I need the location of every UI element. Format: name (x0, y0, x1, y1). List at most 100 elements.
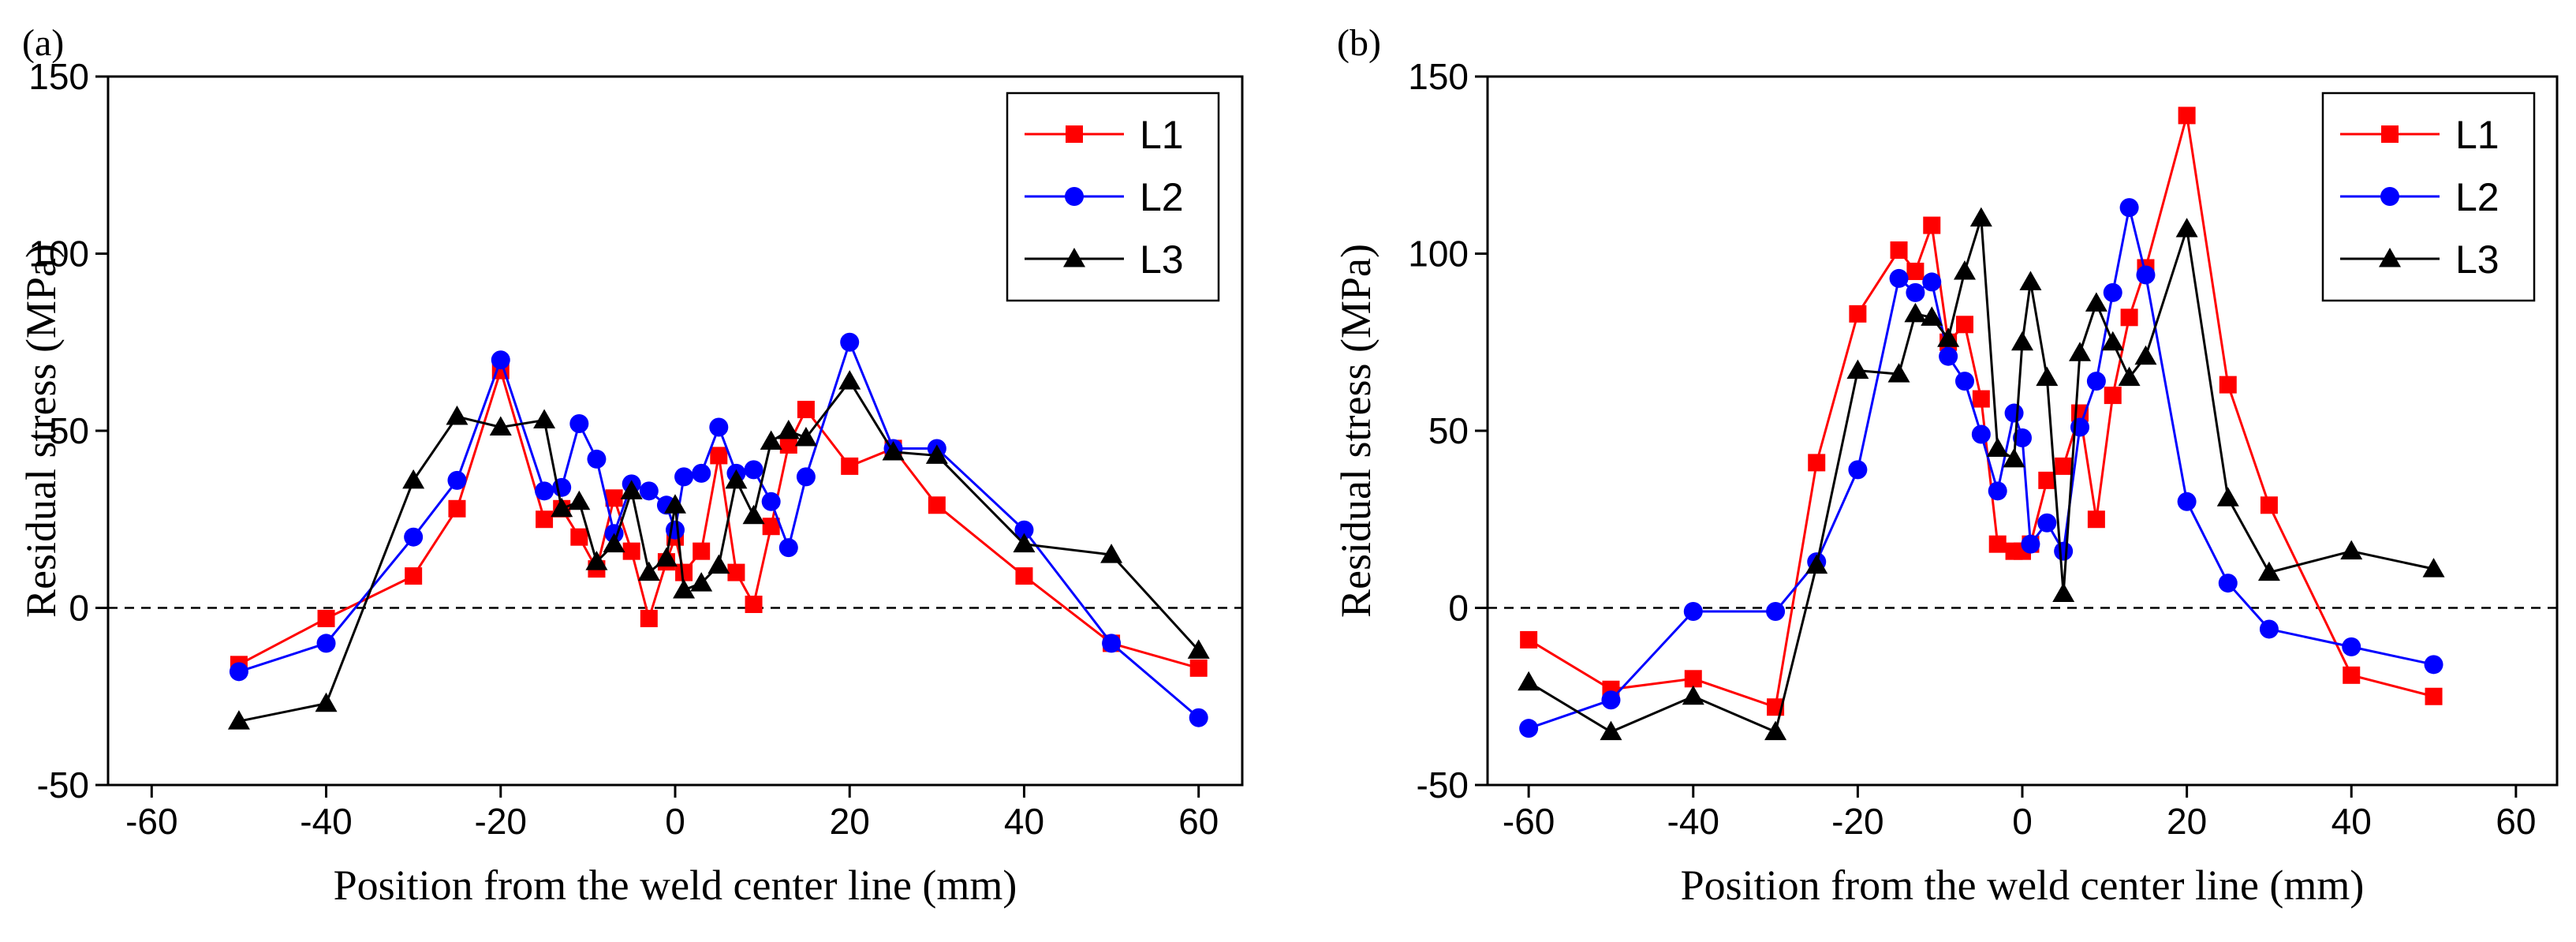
data-point-L1 (693, 542, 711, 560)
data-point-L1 (2343, 666, 2361, 684)
data-point-L1 (1890, 241, 1908, 260)
data-point-L3 (1187, 639, 1210, 659)
data-point-L2 (1889, 268, 1909, 288)
data-point-L1 (797, 401, 815, 419)
data-point-L3 (315, 692, 338, 712)
data-point-L3 (925, 444, 948, 464)
data-point-L3 (1013, 533, 1036, 553)
data-point-L2 (2021, 534, 2040, 554)
data-point-L1 (448, 499, 466, 518)
series-line-L3 (1528, 218, 2434, 734)
y-axis-title: Residual stress (MPa) (1332, 244, 1379, 618)
data-point-L2 (1971, 424, 1991, 444)
data-point-L2 (1939, 346, 1958, 366)
data-point-L2 (2218, 574, 2238, 593)
data-point-L2 (2103, 282, 2122, 302)
legend-label-L3: L3 (1140, 237, 1184, 282)
series-L3 (227, 370, 1210, 730)
x-axis-title: Position from the weld center line (mm) (334, 862, 1017, 909)
data-point-L1 (1972, 390, 1990, 408)
x-tick-label: -20 (475, 801, 527, 842)
data-point-L2 (2424, 655, 2443, 675)
data-point-L2 (1102, 634, 1122, 653)
x-tick-label: -60 (1503, 801, 1555, 842)
data-point-L2 (2054, 541, 2074, 561)
data-point-L3 (2101, 331, 2124, 351)
legend-marker-L1 (1066, 125, 1083, 143)
data-point-L1 (745, 596, 763, 614)
data-point-L2 (674, 467, 694, 487)
x-axis: -60 -40 -20 0 20 40 60 (1503, 785, 2536, 842)
data-point-L3 (2036, 366, 2059, 387)
data-point-L2 (491, 350, 510, 370)
y-tick-label: 100 (28, 234, 89, 275)
series-L2 (229, 332, 1208, 727)
data-point-L3 (673, 579, 696, 599)
data-point-L2 (692, 463, 711, 483)
data-point-L2 (2119, 198, 2139, 218)
x-axis: -60 -40 -20 0 20 40 60 (125, 785, 1219, 842)
data-point-L1 (640, 609, 658, 627)
data-point-L2 (2177, 492, 2197, 511)
data-point-L1 (2055, 457, 2073, 475)
data-point-L3 (1887, 363, 1910, 383)
data-point-L3 (1969, 207, 1992, 227)
data-point-L1 (1923, 216, 1941, 234)
data-point-L3 (227, 710, 250, 730)
legend: L1 L2 L3 (1006, 92, 1220, 302)
x-tick-label: 60 (1178, 801, 1219, 842)
data-point-L3 (2085, 292, 2107, 312)
data-point-L1 (405, 567, 423, 585)
data-point-L3 (1986, 437, 2009, 457)
data-point-L1 (2120, 308, 2138, 327)
data-point-L3 (2052, 582, 2075, 603)
data-point-L2 (840, 332, 860, 352)
data-point-L2 (709, 417, 729, 437)
data-point-L1 (2260, 496, 2278, 514)
panel-label: (a) (22, 22, 64, 64)
data-point-L2 (778, 538, 798, 558)
data-point-L3 (777, 420, 800, 439)
data-point-L3 (620, 480, 643, 499)
x-tick-label: -40 (1667, 801, 1719, 842)
data-point-L2 (2037, 513, 2057, 533)
panel-a: (a) -60 -40 -20 0 20 40 60 -50 0 50 100 150 Position … (17, 22, 1244, 909)
data-point-L3 (690, 572, 713, 592)
data-point-L1 (317, 609, 335, 627)
y-tick-label: 100 (1408, 234, 1469, 275)
x-axis-title: Position from the weld center line (mm) (1681, 862, 2365, 909)
data-point-L1 (1015, 567, 1033, 585)
data-point-L2 (1954, 372, 1974, 391)
data-point-L1 (1808, 454, 1826, 472)
series-L3 (1518, 207, 2445, 741)
data-point-L2 (744, 460, 763, 480)
data-point-L1 (1955, 316, 1973, 334)
data-point-L3 (1518, 671, 1540, 691)
data-point-L2 (316, 634, 336, 653)
data-point-L3 (603, 533, 625, 553)
series-line-L3 (238, 379, 1200, 723)
data-point-L1 (762, 518, 780, 536)
data-point-L2 (761, 492, 781, 511)
data-point-L1 (727, 563, 745, 581)
data-point-L3 (2216, 487, 2239, 507)
data-point-L1 (2104, 387, 2122, 405)
data-point-L3 (838, 370, 861, 390)
data-point-L3 (489, 416, 512, 436)
data-point-L3 (637, 561, 660, 581)
x-tick-label: -60 (125, 801, 177, 842)
data-point-L2 (447, 470, 467, 490)
data-point-L2 (587, 449, 607, 469)
data-point-L3 (794, 426, 817, 447)
data-point-L1 (1189, 659, 1208, 677)
data-point-L1 (1520, 630, 1538, 649)
data-point-L3 (760, 430, 782, 450)
data-point-L1 (779, 435, 797, 454)
x-tick-label: -40 (300, 801, 352, 842)
legend-label-L1: L1 (1140, 113, 1184, 157)
legend-label-L2: L2 (2455, 175, 2499, 219)
data-point-L1 (928, 496, 946, 514)
series-line-L2 (1528, 207, 2434, 730)
panel-label: (b) (1337, 22, 1381, 64)
